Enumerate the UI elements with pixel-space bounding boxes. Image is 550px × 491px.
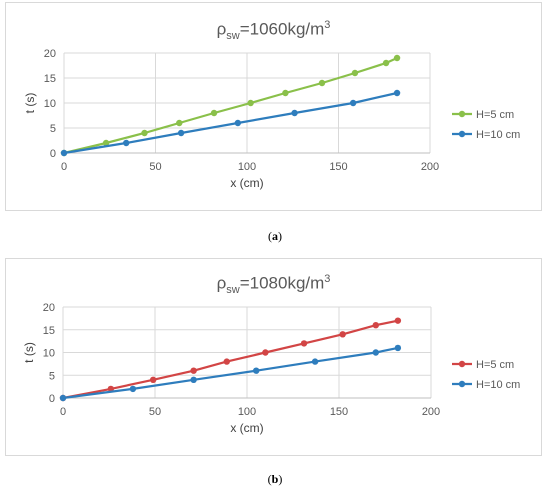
x-axis-label: x (cm)	[230, 176, 263, 190]
data-point	[282, 89, 289, 97]
x-tick-label: 50	[149, 406, 161, 418]
x-tick-label: 100	[238, 406, 256, 418]
caption-b: (b)	[267, 472, 283, 486]
data-point	[247, 99, 254, 107]
y-tick-label: 15	[43, 325, 55, 337]
series-line-2	[62, 346, 399, 400]
x-tick-label: 0	[61, 161, 67, 173]
y-tick-label: 10	[44, 98, 56, 110]
data-point	[149, 376, 157, 383]
data-point	[349, 99, 357, 107]
data-point	[311, 358, 319, 365]
y-tick-label: 20	[43, 302, 55, 314]
legend-label-2: H=10 cm	[476, 379, 520, 391]
y-axis-label: t (s)	[23, 93, 37, 114]
legend-marker-2	[458, 380, 466, 388]
chart-title-b: ρsw=1080kg/m3	[216, 273, 331, 297]
x-tick-label: 50	[149, 161, 161, 173]
data-point	[210, 109, 218, 117]
legend-label-2: H=10 cm	[476, 129, 520, 141]
data-point	[382, 59, 390, 67]
x-tick-label: 200	[422, 406, 440, 418]
caption-a: (a)	[268, 229, 282, 243]
data-point	[393, 89, 401, 97]
data-point	[372, 322, 379, 329]
data-point	[394, 344, 402, 352]
data-point	[59, 394, 67, 402]
x-tick-label: 100	[238, 161, 256, 173]
legend-marker-1	[458, 110, 466, 118]
data-point	[291, 109, 298, 117]
data-point	[190, 376, 197, 383]
chart-title-a: ρsw=1060kg/m3	[216, 19, 331, 43]
data-point	[351, 69, 359, 77]
x-tick-label: 150	[329, 161, 347, 173]
y-tick-label: 20	[44, 48, 56, 60]
data-point	[372, 349, 379, 356]
series-line-1	[63, 56, 398, 155]
data-point	[234, 119, 242, 127]
y-axis-label: t (s)	[22, 342, 36, 363]
data-point	[253, 367, 260, 374]
data-point	[177, 129, 185, 137]
data-point	[393, 54, 401, 62]
data-point	[300, 340, 308, 347]
legend-label-1: H=5 cm	[476, 109, 514, 121]
chart-panel-b: ρsw=1080kg/m3 0 5 10 15 20 0 50 100 150 200 x (cm)…	[5, 258, 542, 456]
x-tick-label: 150	[330, 406, 348, 418]
x-tick-label: 200	[421, 161, 439, 173]
y-tick-label: 0	[49, 393, 55, 405]
data-point	[141, 129, 148, 137]
series-line-1	[62, 319, 399, 400]
series-line-2	[63, 91, 398, 155]
legend-label-1: H=5 cm	[476, 359, 514, 371]
legend-marker-2	[458, 130, 466, 138]
data-point	[318, 79, 326, 87]
legend-marker-1	[458, 360, 466, 368]
y-tick-label: 5	[49, 370, 55, 382]
y-tick-label: 15	[44, 73, 56, 85]
x-tick-label: 0	[60, 406, 66, 418]
data-point	[123, 139, 130, 147]
data-point	[190, 367, 197, 374]
x-axis-label: x (cm)	[230, 421, 263, 435]
data-point	[60, 149, 68, 157]
chart-panel-a: ρsw=1060kg/m3 0 5 10 15 20 0 50 100 150 200 x (cm)…	[5, 2, 542, 211]
y-tick-label: 10	[43, 348, 55, 360]
data-point	[223, 358, 230, 365]
y-tick-label: 5	[50, 123, 56, 135]
data-point	[394, 317, 402, 324]
y-tick-label: 0	[50, 148, 56, 160]
data-point	[176, 119, 183, 127]
data-point	[339, 331, 346, 338]
data-point	[262, 349, 269, 356]
data-point	[102, 139, 110, 147]
data-point	[129, 385, 137, 393]
